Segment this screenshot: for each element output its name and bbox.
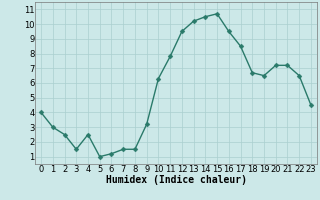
X-axis label: Humidex (Indice chaleur): Humidex (Indice chaleur) [106,175,246,185]
